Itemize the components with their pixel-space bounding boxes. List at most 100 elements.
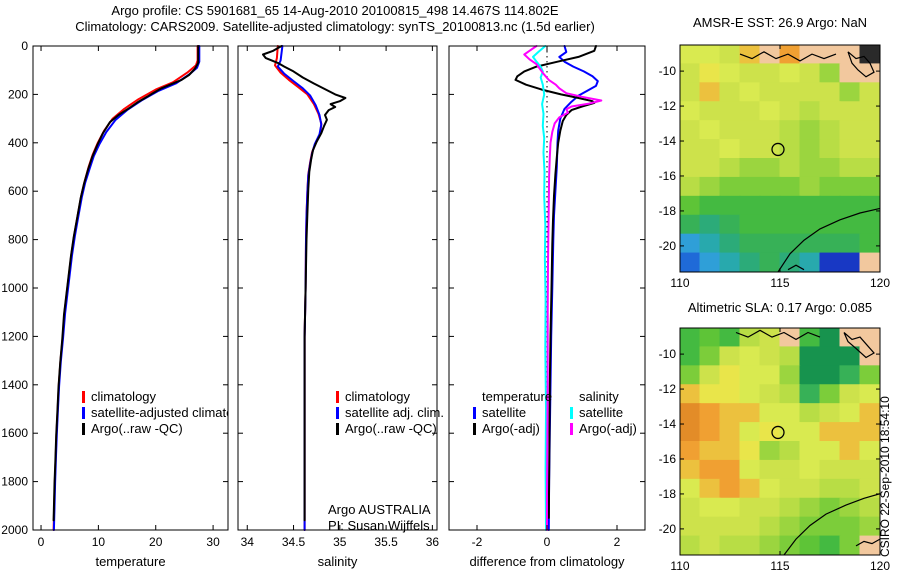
grid-cell <box>799 63 821 84</box>
argo-australia-annotation: Argo AUSTRALIA PI: Susan Wijffels <box>328 502 431 534</box>
grid-cell <box>839 63 861 84</box>
grid-cell <box>759 214 781 235</box>
grid-cell <box>779 403 801 424</box>
latitude-tick-label: -18 <box>659 487 677 501</box>
grid-cell <box>739 441 761 461</box>
sla-map-title: Altimetric SLA: 0.17 Argo: 0.085 <box>687 300 873 315</box>
grid-cell <box>839 403 861 424</box>
coastline <box>843 332 875 359</box>
grid-cell <box>739 63 761 84</box>
argo-raw-swatch <box>336 423 339 435</box>
grid-cell <box>699 403 721 424</box>
grid-cell <box>739 214 761 235</box>
grid-cell <box>739 516 761 537</box>
grid-cell <box>859 176 880 197</box>
grid-cell <box>839 176 861 197</box>
grid-cell <box>859 346 880 367</box>
grid-cell <box>799 101 821 122</box>
climatology-swatch <box>336 391 339 403</box>
grid-cell <box>699 63 721 84</box>
grid-cell <box>779 516 801 537</box>
grid-cell <box>799 365 821 386</box>
coastline <box>783 493 880 555</box>
grid-cell <box>759 233 781 254</box>
figure-title: Argo profile: CS 5901681_65 14-Aug-2010 … <box>30 3 640 35</box>
grid-cell <box>719 214 741 235</box>
longitude-tick-label: 110 <box>670 276 689 290</box>
grid-cell <box>839 346 861 367</box>
grid-cell <box>719 365 741 386</box>
coastline <box>735 329 821 341</box>
grid-cell <box>819 195 841 216</box>
grid-cell <box>680 441 701 461</box>
grid-cell <box>699 516 721 537</box>
grid-cell <box>759 497 781 518</box>
grid-cell <box>739 195 761 216</box>
grid-cell <box>799 328 821 348</box>
grid-cell <box>779 139 801 159</box>
legend-item-satellite-adjusted: satellite-adjusted climatology <box>82 405 228 421</box>
grid-cell <box>839 195 861 216</box>
grid-cell <box>859 63 880 84</box>
sal-argo-adj-swatch <box>570 423 573 435</box>
grid-cell <box>699 82 721 103</box>
x-tick-label: 36 <box>426 535 440 549</box>
grid-cell <box>719 63 741 84</box>
grid-cell <box>799 158 821 178</box>
grid-cell <box>680 497 701 518</box>
longitude-tick-label: 115 <box>770 559 789 573</box>
grid-cell <box>759 45 781 65</box>
grid-cell <box>719 158 741 178</box>
grid-cell <box>859 158 880 178</box>
grid-cell <box>859 101 880 122</box>
grid-cell <box>819 158 841 178</box>
x-tick-label: 0 <box>38 535 45 549</box>
longitude-tick-label: 115 <box>770 276 789 290</box>
grid-cell <box>739 403 761 424</box>
series-salinity-2 <box>262 45 347 522</box>
grid-cell <box>799 535 821 555</box>
series-difference-1 <box>514 45 597 519</box>
legend-item-sal-satellite: satellite <box>570 405 637 421</box>
depth-tick-label: 1000 <box>1 281 28 295</box>
temperature-panel-legend: climatology satellite-adjusted climatolo… <box>82 389 228 437</box>
grid-cell <box>819 176 841 197</box>
grid-cell <box>759 346 781 367</box>
depth-tick-label: 1400 <box>1 378 28 392</box>
panel-temperature: 0 10 20 30 0 200 400 600 800 1000 1200 1400 1600 1800… <box>1 39 229 549</box>
depth-tick-label: 1200 <box>1 329 28 343</box>
axes-frame <box>32 45 229 531</box>
grid-cell <box>819 535 841 555</box>
depth-tick-label: 200 <box>8 87 28 101</box>
grid-cell <box>719 328 741 348</box>
series-temperature-0 <box>52 45 199 531</box>
grid-cell <box>699 214 721 235</box>
grid-cell <box>859 214 880 235</box>
coastline <box>739 51 837 62</box>
grid-cell <box>699 459 721 480</box>
grid-cell <box>680 195 701 216</box>
grid-cell <box>819 63 841 84</box>
grid-cell <box>699 441 721 461</box>
series-temperature-2 <box>52 45 200 522</box>
grid-cell <box>799 176 821 197</box>
depth-tick-label: 1600 <box>1 426 28 440</box>
float-location-marker <box>771 425 785 440</box>
legend-item-climatology: climatology <box>82 389 228 405</box>
salinity-axis-label: salinity <box>317 554 358 569</box>
grid-cell <box>839 158 861 178</box>
grid-cell <box>819 422 841 442</box>
grid-cell <box>839 45 861 65</box>
grid-cell <box>739 346 761 367</box>
grid-cell <box>839 365 861 386</box>
title-line-1: Argo profile: CS 5901681_65 14-Aug-2010 … <box>111 3 559 18</box>
grid-cell <box>779 158 801 178</box>
grid-cell <box>799 459 821 480</box>
climatology-swatch <box>82 391 85 403</box>
grid-cell <box>759 384 781 405</box>
grid-cell <box>699 45 721 65</box>
grid-cell <box>779 459 801 480</box>
grid-cell <box>719 120 741 141</box>
depth-tick-label: 400 <box>8 136 28 150</box>
